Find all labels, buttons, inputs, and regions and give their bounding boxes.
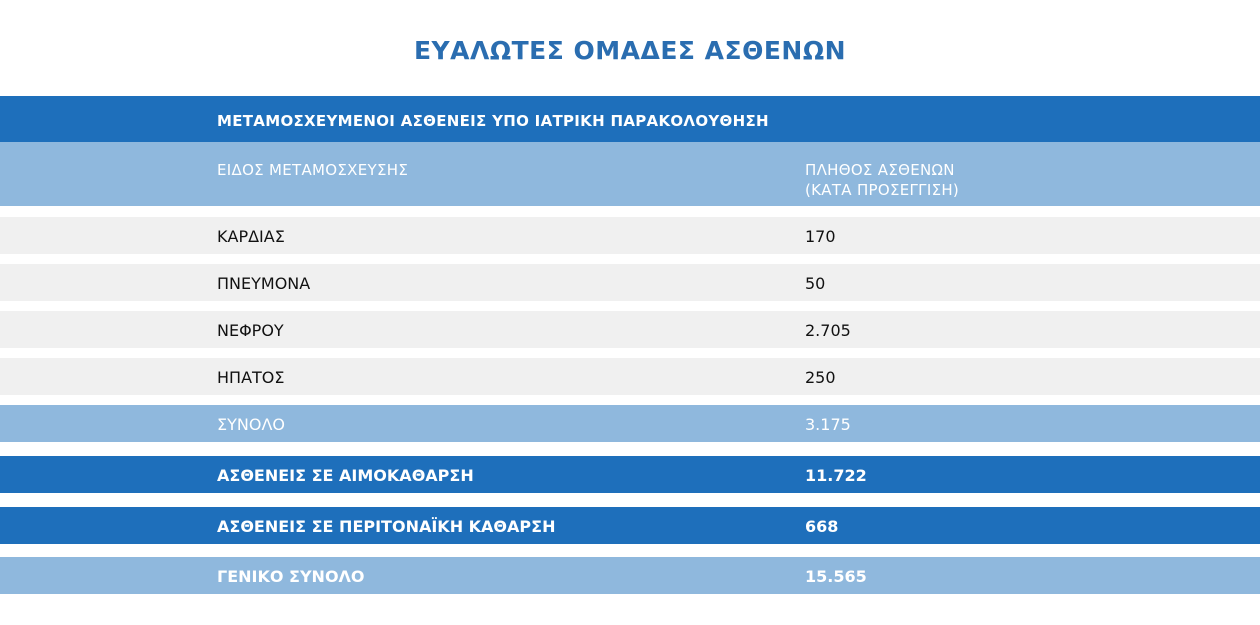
row-value: 170 <box>805 227 836 246</box>
section-header-label: ΜΕΤΑΜΟΣΧΕΥΜΕΝΟΙ ΑΣΘΕΝΕΙΣ ΥΠΟ ΙΑΤΡΙΚΗ ΠΑΡ… <box>217 112 769 130</box>
peritoneal-label: ΑΣΘΕΝΕΙΣ ΣΕ ΠΕΡΙΤΟΝΑΪΚΗ ΚΑΘΑΡΣΗ <box>217 517 556 536</box>
page-title: ΕΥΑΛΩΤΕΣ ΟΜΑΔΕΣ ΑΣΘΕΝΩΝ <box>413 36 847 65</box>
total-label: ΣΥΝΟΛΟ <box>217 415 285 434</box>
row-label: ΝΕΦΡΟΥ <box>217 321 284 340</box>
column-header-row: ΕΙΔΟΣ ΜΕΤΑΜΟΣΧΕΥΣΗΣ ΠΛΗΘΟΣ ΑΣΘΕΝΩΝ (ΚΑΤΑ… <box>0 142 1260 206</box>
row-value: 50 <box>805 274 826 293</box>
peritoneal-row: ΑΣΘΕΝΕΙΣ ΣΕ ΠΕΡΙΤΟΝΑΪΚΗ ΚΑΘΑΡΣΗ 668 <box>0 507 1260 544</box>
column-header-type: ΕΙΔΟΣ ΜΕΤΑΜΟΣΧΕΥΣΗΣ <box>217 161 409 179</box>
total-row: ΣΥΝΟΛΟ 3.175 <box>0 405 1260 442</box>
row-label: ΗΠΑΤΟΣ <box>217 368 285 387</box>
table-row: ΗΠΑΤΟΣ 250 <box>0 358 1260 395</box>
dialysis-label: ΑΣΘΕΝΕΙΣ ΣΕ ΑΙΜΟΚΑΘΑΡΣΗ <box>217 466 474 485</box>
grand-total-row: ΓΕΝΙΚΟ ΣΥΝΟΛΟ 15.565 <box>0 557 1260 594</box>
row-value: 250 <box>805 368 836 387</box>
row-label: ΠΝΕΥΜΟΝΑ <box>217 274 311 293</box>
column-header-count: ΠΛΗΘΟΣ ΑΣΘΕΝΩΝ (ΚΑΤΑ ΠΡΟΣΕΓΓΙΣΗ) <box>805 160 959 200</box>
column-header-count-line2: (ΚΑΤΑ ΠΡΟΣΕΓΓΙΣΗ) <box>805 181 960 199</box>
grand-total-label: ΓΕΝΙΚΟ ΣΥΝΟΛΟ <box>217 567 365 586</box>
table-row: ΚΑΡΔΙΑΣ 170 <box>0 217 1260 254</box>
dialysis-value: 11.722 <box>805 466 867 485</box>
row-value: 2.705 <box>805 321 851 340</box>
section-header: ΜΕΤΑΜΟΣΧΕΥΜΕΝΟΙ ΑΣΘΕΝΕΙΣ ΥΠΟ ΙΑΤΡΙΚΗ ΠΑΡ… <box>0 96 1260 142</box>
table-row: ΠΝΕΥΜΟΝΑ 50 <box>0 264 1260 301</box>
table-row: ΝΕΦΡΟΥ 2.705 <box>0 311 1260 348</box>
column-header-count-line1: ΠΛΗΘΟΣ ΑΣΘΕΝΩΝ <box>805 161 955 179</box>
grand-total-value: 15.565 <box>805 567 867 586</box>
total-value: 3.175 <box>805 415 851 434</box>
dialysis-row: ΑΣΘΕΝΕΙΣ ΣΕ ΑΙΜΟΚΑΘΑΡΣΗ 11.722 <box>0 456 1260 493</box>
row-label: ΚΑΡΔΙΑΣ <box>217 227 285 246</box>
peritoneal-value: 668 <box>805 517 839 536</box>
